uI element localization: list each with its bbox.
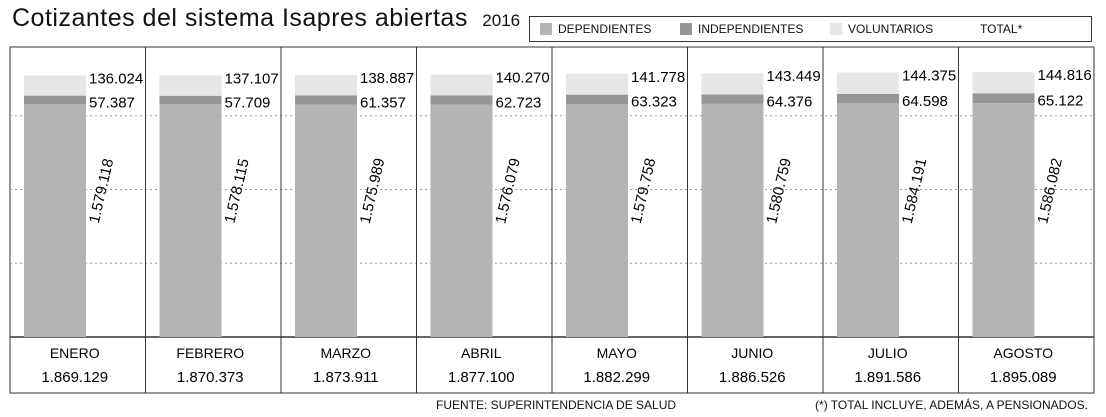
chart-title: Cotizantes del sistema Isapres abiertas <box>12 4 468 32</box>
footnote: (*) TOTAL INCLUYE, ADEMÁS, A PENSIONADOS… <box>815 398 1088 412</box>
total-label-marzo: 1.873.911 <box>313 369 379 386</box>
legend-label-dependientes: DEPENDIENTES <box>558 22 652 36</box>
bar-dependientes-julio <box>837 103 899 338</box>
label-dependientes-abril: 1.576.079 <box>492 157 524 226</box>
total-label-abril: 1.877.100 <box>448 369 515 386</box>
category-label-agosto: AGOSTO <box>993 345 1053 361</box>
label-voluntarios-mayo: 141.778 <box>631 69 685 86</box>
label-voluntarios-febrero: 137.107 <box>225 71 279 88</box>
bar-voluntarios-enero <box>24 75 86 96</box>
chart-plot-area: 136.024 57.387 1.579.118 ENERO 1.869.129 137.… <box>9 46 1095 394</box>
chart-legend: DEPENDIENTES INDEPENDIENTES VOLUNTARIOS … <box>529 16 1092 42</box>
bar-dependientes-abril <box>430 104 493 337</box>
bar-dependientes-enero <box>24 104 86 338</box>
label-dependientes-julio: 1.584.191 <box>899 157 931 226</box>
legend-item-dependientes: DEPENDIENTES <box>540 22 651 36</box>
bar-independientes-marzo <box>295 95 357 105</box>
category-label-febrero: FEBRERO <box>176 345 244 361</box>
label-independientes-marzo: 61.357 <box>360 95 406 112</box>
bar-dependientes-mayo <box>566 104 628 338</box>
bar-voluntarios-junio <box>701 73 764 95</box>
bar-voluntarios-julio <box>837 72 899 94</box>
legend-item-independientes: INDEPENDIENTES <box>680 22 803 36</box>
total-label-julio: 1.891.586 <box>854 369 921 386</box>
category-label-mayo: MAYO <box>597 345 637 361</box>
total-label-agosto: 1.895.089 <box>990 369 1057 386</box>
label-dependientes-agosto: 1.586.082 <box>1034 157 1066 226</box>
bar-voluntarios-agosto <box>972 72 1035 94</box>
bar-independientes-enero <box>24 95 86 105</box>
label-independientes-agosto: 65.122 <box>1038 92 1084 109</box>
bar-dependientes-marzo <box>295 104 357 337</box>
label-dependientes-enero: 1.579.118 <box>86 157 117 225</box>
label-independientes-abril: 62.723 <box>496 94 542 111</box>
category-label-julio: JULIO <box>868 345 908 361</box>
bar-independientes-julio <box>837 93 899 104</box>
chart-title-block: Cotizantes del sistema Isapres abiertas … <box>12 4 520 33</box>
legend-label-total: TOTAL* <box>980 22 1023 36</box>
bar-independientes-abril <box>430 95 493 105</box>
legend-swatch-dependientes <box>540 23 552 35</box>
bar-voluntarios-marzo <box>295 75 357 96</box>
label-dependientes-mayo: 1.579.758 <box>628 157 660 226</box>
bar-dependientes-febrero <box>159 104 222 337</box>
legend-swatch-independientes <box>680 23 692 35</box>
bar-voluntarios-mayo <box>566 73 628 95</box>
label-dependientes-febrero: 1.578.115 <box>221 157 252 225</box>
label-voluntarios-agosto: 144.816 <box>1038 67 1092 84</box>
category-label-abril: ABRIL <box>461 345 502 361</box>
bar-dependientes-agosto <box>972 103 1035 338</box>
label-independientes-julio: 64.598 <box>902 93 948 110</box>
label-independientes-junio: 64.376 <box>767 93 813 110</box>
label-dependientes-marzo: 1.575.989 <box>357 157 389 226</box>
bar-independientes-agosto <box>972 93 1035 104</box>
label-voluntarios-junio: 143.449 <box>767 68 821 85</box>
legend-item-voluntarios: VOLUNTARIOS <box>830 22 933 36</box>
label-dependientes-junio: 1.580.759 <box>763 157 795 226</box>
total-label-mayo: 1.882.299 <box>583 369 650 386</box>
bar-independientes-mayo <box>566 94 628 105</box>
label-independientes-mayo: 63.323 <box>631 94 677 111</box>
bar-independientes-febrero <box>159 95 222 105</box>
category-label-junio: JUNIO <box>731 345 773 361</box>
label-voluntarios-marzo: 138.887 <box>360 70 414 87</box>
bar-voluntarios-abril <box>430 74 493 96</box>
legend-label-independientes: INDEPENDIENTES <box>698 22 804 36</box>
bar-voluntarios-febrero <box>159 75 222 96</box>
legend-swatch-voluntarios <box>830 23 842 35</box>
source-note: FUENTE: SUPERINTENDENCIA DE SALUD <box>436 398 677 412</box>
total-label-junio: 1.886.526 <box>719 369 786 386</box>
label-independientes-enero: 57.387 <box>89 95 135 112</box>
legend-label-voluntarios: VOLUNTARIOS <box>848 22 934 36</box>
bar-dependientes-junio <box>701 103 764 337</box>
legend-item-total: TOTAL* <box>980 22 1022 36</box>
category-label-enero: ENERO <box>50 345 100 361</box>
total-label-febrero: 1.870.373 <box>177 369 244 386</box>
label-voluntarios-enero: 136.024 <box>89 71 143 88</box>
category-label-marzo: MARZO <box>320 345 371 361</box>
label-independientes-febrero: 57.709 <box>225 95 271 112</box>
total-label-enero: 1.869.129 <box>41 369 108 386</box>
label-voluntarios-julio: 144.375 <box>902 68 956 85</box>
bar-independientes-junio <box>701 94 764 104</box>
chart-subtitle: 2016 <box>482 11 521 30</box>
label-voluntarios-abril: 140.270 <box>496 70 550 87</box>
